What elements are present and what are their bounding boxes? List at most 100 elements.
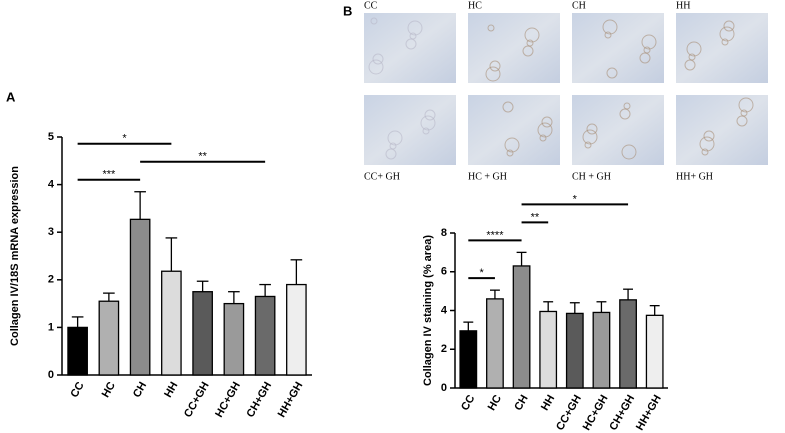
tissue-detail (541, 116, 553, 128)
bar (192, 291, 213, 376)
tissue-detail (539, 134, 547, 142)
tissue-detail (641, 34, 657, 50)
bar (565, 312, 584, 389)
panel-label: B (343, 3, 352, 18)
tissue-detail (537, 122, 553, 138)
tissue-detail (686, 41, 702, 57)
micrograph (364, 95, 456, 165)
tissue-detail (485, 66, 501, 82)
micrograph-label: HC (468, 0, 482, 11)
tissue-detail (701, 148, 709, 156)
y-tick-label: 4 (441, 304, 448, 316)
micrograph-label: HC + GH (468, 171, 507, 182)
bar (129, 218, 151, 376)
bar (619, 299, 637, 389)
x-tick-label: CH+GH (607, 393, 637, 433)
tissue-detail (606, 67, 618, 79)
bar (459, 330, 478, 389)
tissue-detail (489, 60, 501, 72)
tissue-detail (684, 59, 696, 71)
bar (539, 310, 558, 389)
tissue-detail (424, 109, 436, 121)
tissue-detail (526, 39, 534, 47)
micrograph (364, 13, 456, 83)
bar (223, 302, 245, 376)
tissue-detail (368, 59, 384, 75)
tissue-detail (703, 130, 715, 142)
micrograph (676, 95, 768, 165)
x-tick-label: HC (486, 393, 504, 413)
tissue-detail (621, 144, 637, 160)
tissue-detail (740, 109, 748, 117)
y-tick-label: 0 (441, 382, 447, 394)
x-tick-label: CC+GH (182, 380, 212, 420)
micrograph-label: CH + GH (572, 171, 611, 182)
y-tick-label: 4 (48, 179, 55, 191)
tissue-detail (584, 141, 592, 149)
tissue-detail (387, 130, 403, 146)
tissue-detail (522, 45, 534, 57)
tissue-detail (619, 108, 631, 120)
tissue-detail (721, 38, 729, 46)
tissue-detail (422, 127, 430, 135)
tissue-detail (405, 38, 417, 50)
significance-label: *** (102, 169, 116, 181)
micrograph-label: HH (676, 0, 690, 11)
y-tick-label: 8 (441, 227, 447, 239)
tissue-detail (506, 149, 514, 157)
significance-label: **** (486, 229, 504, 241)
tissue-detail (487, 24, 495, 32)
bar (512, 265, 531, 389)
x-tick-label: CH (131, 380, 149, 400)
panel-label: A (6, 89, 16, 104)
tissue-detail (736, 115, 748, 127)
bar (645, 314, 664, 389)
tissue-detail (504, 137, 520, 153)
significance-label: ** (198, 151, 207, 163)
micrograph-label: HH+ GH (676, 171, 713, 182)
x-tick-label: HH (162, 380, 180, 400)
significance-label: ** (531, 211, 540, 223)
bar (592, 311, 611, 389)
micrograph-label: CC (364, 0, 378, 11)
micrograph-label: CC+ GH (364, 171, 400, 182)
tissue-detail (502, 101, 514, 113)
y-axis-label: Collagen IV staining (% area) (422, 235, 434, 386)
micrograph-label: CH (572, 0, 586, 11)
tissue-detail (420, 115, 436, 131)
tissue-detail (688, 53, 696, 61)
y-tick-label: 2 (48, 274, 54, 286)
micrograph (572, 95, 664, 165)
bar (67, 326, 88, 376)
tissue-detail (604, 31, 612, 39)
x-tick-label: HH (539, 393, 557, 413)
tissue-detail (389, 142, 397, 150)
x-tick-label: CH+GH (244, 380, 274, 420)
y-tick-label: 6 (441, 266, 447, 278)
y-tick-label: 2 (441, 343, 447, 355)
x-tick-label: HC+GH (213, 380, 243, 420)
bar (486, 298, 504, 389)
y-axis-label: Collagen IV/18S mRNA expression (9, 166, 21, 346)
tissue-detail (409, 32, 417, 40)
significance-label: * (479, 267, 484, 279)
bar (98, 300, 120, 376)
x-tick-label: CC (459, 393, 477, 413)
bar (254, 295, 276, 376)
tissue-detail (385, 148, 397, 160)
tissue-detail (524, 27, 540, 43)
micrograph (676, 13, 768, 83)
bar (286, 283, 307, 376)
significance-label: * (573, 193, 578, 205)
tissue-detail (372, 53, 384, 65)
x-tick-label: CH (512, 393, 530, 413)
tissue-detail (582, 129, 598, 145)
tissue-detail (699, 136, 715, 152)
x-tick-label: HH+GH (634, 393, 664, 433)
tissue-detail (639, 52, 651, 64)
tissue-detail (586, 123, 598, 135)
tissue-detail (602, 19, 618, 35)
tissue-detail (407, 20, 423, 36)
y-tick-label: 1 (48, 321, 54, 333)
x-tick-label: HH+GH (276, 380, 306, 420)
